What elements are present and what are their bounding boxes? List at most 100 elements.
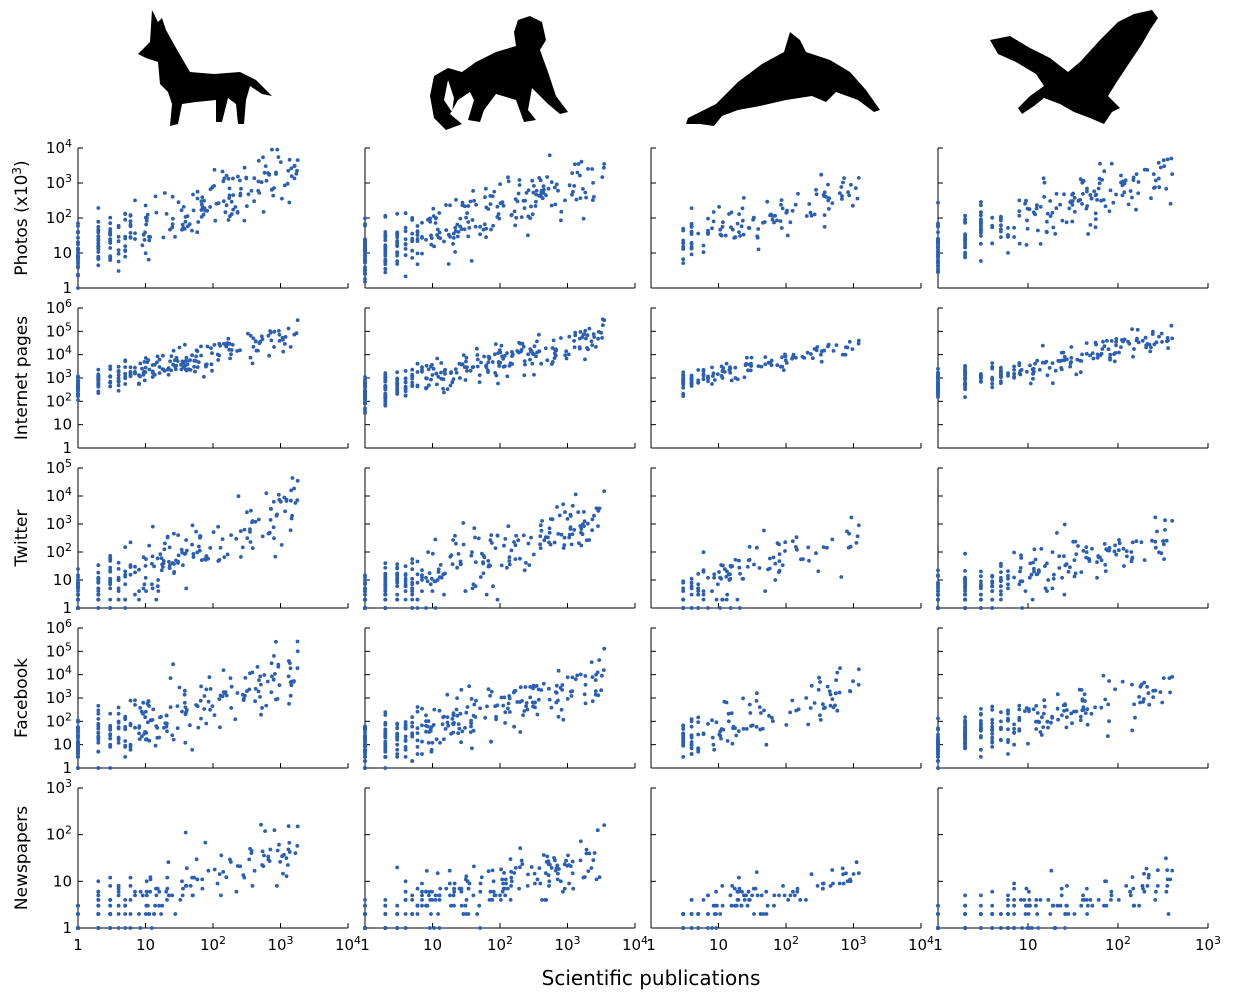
- scatter-point: [990, 381, 995, 386]
- scatter-point: [745, 355, 749, 360]
- scatter-point: [498, 893, 502, 898]
- scatter-point: [454, 541, 458, 546]
- scatter-point: [1160, 340, 1164, 344]
- scatter-point: [714, 889, 718, 894]
- scatter-point: [1103, 562, 1108, 567]
- scatter-point: [494, 714, 498, 719]
- scatter-point: [229, 706, 234, 710]
- scatter-point: [515, 700, 520, 704]
- scatter-point: [395, 735, 400, 739]
- scatter-point: [733, 557, 738, 562]
- scatter-point: [726, 719, 731, 724]
- scatter-point: [157, 371, 162, 375]
- scatter-point: [1012, 742, 1016, 747]
- scatter-point: [963, 741, 967, 746]
- scatter-point: [1107, 679, 1111, 683]
- scatter-point: [76, 567, 80, 571]
- scatter-point: [936, 573, 940, 578]
- scatter-point: [141, 700, 146, 705]
- scatter-point: [1045, 561, 1049, 566]
- scatter-point: [594, 345, 598, 349]
- scatter-point: [1017, 715, 1022, 720]
- scatter-point: [582, 519, 587, 524]
- scatter-point: [143, 564, 148, 568]
- scatter-point: [513, 197, 518, 202]
- scatter-point: [592, 195, 596, 199]
- scatter-point: [410, 557, 415, 561]
- scatter-point: [1019, 556, 1024, 560]
- scatter-point: [1038, 204, 1043, 209]
- scatter-point: [592, 513, 596, 518]
- scatter-point: [822, 348, 827, 353]
- scatter-point: [1161, 158, 1166, 163]
- scatter-point: [571, 886, 576, 891]
- scatter-point: [547, 697, 552, 702]
- scatter-point: [596, 524, 600, 528]
- scatter-point: [272, 654, 276, 658]
- scatter-point: [108, 728, 113, 732]
- scatter-point: [450, 380, 455, 385]
- scatter-point: [809, 872, 814, 877]
- scatter-point: [570, 171, 575, 176]
- scatter-point: [170, 222, 175, 227]
- scatter-point: [141, 372, 146, 377]
- scatter-point: [184, 866, 189, 871]
- scatter-point: [266, 171, 270, 176]
- scatter-point: [754, 699, 759, 703]
- scatter-point: [1131, 886, 1136, 891]
- scatter-point: [383, 739, 388, 744]
- scatter-point: [545, 854, 550, 859]
- scatter-point: [689, 926, 694, 930]
- scatter-point: [999, 235, 1003, 240]
- scatter-point: [1145, 684, 1149, 689]
- scatter-point: [395, 592, 400, 597]
- scatter-point: [780, 355, 784, 360]
- scatter-point: [1072, 558, 1077, 563]
- scatter-point: [183, 215, 188, 219]
- scatter-point: [266, 854, 271, 859]
- scatter-point: [108, 367, 113, 371]
- scatter-point: [1114, 192, 1118, 197]
- scatter-point: [1027, 575, 1032, 580]
- scatter-point: [689, 752, 694, 756]
- scatter-point: [248, 355, 253, 360]
- scatter-point: [473, 535, 477, 540]
- scatter-point: [689, 724, 694, 729]
- scatter-point: [1078, 358, 1083, 363]
- scatter-point: [737, 886, 742, 891]
- scatter-point: [1103, 204, 1108, 209]
- scatter-point: [590, 528, 594, 533]
- scatter-point: [108, 766, 113, 770]
- scatter-point: [464, 912, 469, 916]
- scatter-point: [133, 198, 137, 203]
- scatter-point: [562, 862, 567, 867]
- scatter-point: [1164, 889, 1169, 894]
- scatter-point: [123, 217, 128, 222]
- scatter-point: [505, 374, 510, 379]
- scatter-point: [532, 871, 537, 876]
- scatter-point: [198, 534, 203, 539]
- scatter-point: [573, 492, 578, 497]
- scatter-point: [96, 570, 101, 575]
- scatter-point: [76, 235, 80, 240]
- scatter-point: [146, 699, 151, 704]
- scatter-point: [583, 190, 588, 195]
- scatter-point: [415, 726, 420, 731]
- scatter-point: [520, 862, 525, 866]
- scatter-point: [963, 245, 967, 250]
- scatter-point: [217, 353, 222, 358]
- scatter-point: [558, 686, 563, 690]
- scatter-point: [461, 353, 466, 357]
- scatter-point: [108, 246, 113, 250]
- scatter-point: [395, 381, 400, 386]
- scatter-point: [577, 345, 582, 350]
- scatter-point: [76, 606, 80, 610]
- scatter-point: [424, 376, 428, 380]
- scatter-point: [363, 898, 367, 902]
- scatter-point: [745, 564, 750, 569]
- scatter-point: [979, 375, 983, 380]
- scatter-point: [415, 731, 420, 735]
- scatter-point: [716, 582, 720, 587]
